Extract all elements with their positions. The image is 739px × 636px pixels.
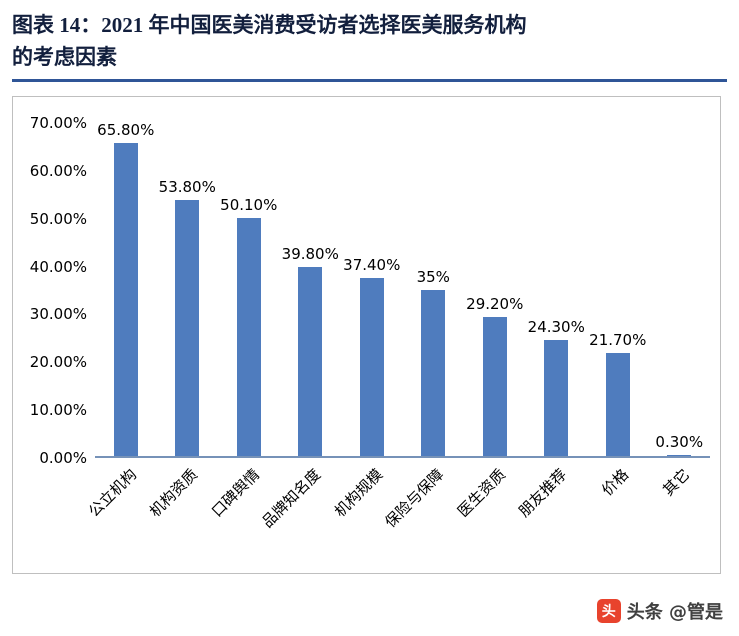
bar-value-label: 35% xyxy=(416,267,450,286)
y-tick-label: 40.00% xyxy=(29,257,87,276)
bar xyxy=(175,200,200,456)
category-cell: 价格 xyxy=(587,458,649,568)
y-tick-label: 70.00% xyxy=(29,114,87,132)
bar-value-label: 29.20% xyxy=(466,295,524,314)
category-cell: 保险与保障 xyxy=(382,458,465,568)
bar xyxy=(113,142,138,456)
y-axis: 70.00% 60.00% 50.00% 40.00% 30.00% 20.00% 10.0… xyxy=(19,114,95,467)
chart-plot-region: 70.00% 60.00% 50.00% 40.00% 30.00% 20.00% 10.0… xyxy=(19,114,711,467)
bar-column: 39.80% xyxy=(280,123,342,456)
bar-value-label: 50.10% xyxy=(220,195,278,214)
y-tick-label: 50.00% xyxy=(29,209,87,228)
chart-title-line2: 的考虑因素 xyxy=(12,44,117,69)
bar-chart: 70.00% 60.00% 50.00% 40.00% 30.00% 20.00% 10.0… xyxy=(12,96,721,574)
chart-title-line1: 图表 14：2021 年中国医美消费受访者选择医美服务机构 xyxy=(12,13,527,37)
bar xyxy=(359,278,384,456)
category-axis: 公立机构 机构资质 口碑舆情 品牌知名度 机构规模 保险与保障 医生资质 朋友推荐 价格 其它 xyxy=(85,458,711,568)
y-tick-label: 30.00% xyxy=(29,305,87,324)
bar xyxy=(605,352,630,456)
y-tick-label: 10.00% xyxy=(29,401,87,420)
category-cell: 医生资质 xyxy=(454,458,526,568)
bar-value-label: 37.40% xyxy=(343,256,401,275)
bar xyxy=(236,217,261,456)
bar-value-label: 24.30% xyxy=(527,318,585,337)
bar-column: 29.20% xyxy=(464,123,526,456)
category-label: 其它 xyxy=(659,465,694,500)
bar-column: 24.30% xyxy=(526,123,588,456)
bar-column: 65.80% xyxy=(95,120,157,456)
category-axis-spacer xyxy=(19,458,95,568)
bar xyxy=(544,340,569,456)
category-cell: 机构资质 xyxy=(146,458,219,568)
watermark: 头 头条 @管是 xyxy=(596,598,723,624)
bar-column: 35% xyxy=(403,123,465,456)
bar-value-label: 39.80% xyxy=(281,244,339,263)
bar-column: 37.40% xyxy=(341,123,403,456)
bar-value-label: 21.70% xyxy=(589,330,647,349)
bar xyxy=(298,266,323,456)
bar-column: 53.80% xyxy=(157,123,219,456)
bar-column: 0.30% xyxy=(649,123,711,456)
category-cell: 朋友推荐 xyxy=(515,458,588,568)
bar xyxy=(482,317,507,456)
category-label: 价格 xyxy=(597,465,632,500)
y-tick-label: 0.00% xyxy=(39,449,87,467)
y-tick-label: 60.00% xyxy=(29,161,87,180)
chart-category-region: 公立机构 机构资质 口碑舆情 品牌知名度 机构规模 保险与保障 医生资质 朋友推荐 价格 其它 xyxy=(19,458,710,568)
bar xyxy=(421,289,446,456)
category-cell: 公立机构 xyxy=(85,458,157,568)
category-cell: 品牌知名度 xyxy=(259,458,342,568)
watermark-text: 头条 @管是 xyxy=(626,602,723,623)
y-tick-label: 20.00% xyxy=(29,353,87,372)
bar-column: 21.70% xyxy=(587,123,649,456)
bar-column: 50.10% xyxy=(218,123,280,456)
chart-header: 图表 14：2021 年中国医美消费受访者选择医美服务机构 的考虑因素 xyxy=(0,0,739,73)
category-cell: 其它 xyxy=(649,458,711,568)
bar xyxy=(667,454,692,456)
title-underline xyxy=(12,79,727,82)
bar-value-label: 65.80% xyxy=(97,120,155,139)
toutiao-logo-icon: 头 xyxy=(596,599,621,623)
bar-value-label: 53.80% xyxy=(158,178,216,197)
plot-area: 65.80% 53.80% 50.10% 39.80% 37.40% 35% 29.20% 2… xyxy=(95,120,711,458)
bar-value-label: 0.30% xyxy=(655,432,704,451)
